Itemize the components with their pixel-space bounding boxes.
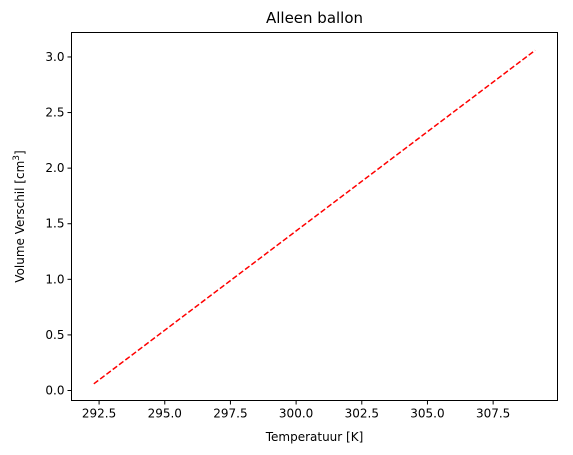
y-axis-label-end: ] — [13, 150, 27, 155]
chart-title: Alleen ballon — [266, 9, 363, 27]
x-tick-label: 305.0 — [410, 407, 444, 421]
y-tick-label: 0.0 — [45, 383, 64, 397]
y-tick-label: 2.0 — [45, 161, 64, 175]
axes-frame — [71, 32, 558, 401]
y-tick-label: 0.5 — [45, 328, 64, 342]
x-axis-ticks: 292.5 295.0 297.5 300.0 302.5 305.0 307.5 — [82, 400, 510, 421]
y-tick-label: 2.5 — [45, 106, 64, 120]
x-tick-label: 302.5 — [345, 407, 379, 421]
x-tick-label: 292.5 — [82, 407, 116, 421]
y-axis-label-main: Volume Verschil [cm — [13, 161, 27, 283]
y-tick-label: 1.0 — [45, 272, 64, 286]
y-axis-label: Volume Verschil [cm3] — [12, 150, 27, 282]
y-axis-label-superscript: 3 — [12, 155, 22, 161]
series-line — [93, 49, 536, 385]
plot-content — [93, 49, 536, 385]
x-axis-label: Temperatuur [K] — [265, 430, 364, 444]
y-tick-label: 1.5 — [45, 217, 64, 231]
y-axis-ticks: 0.0 0.5 1.0 1.5 2.0 2.5 3.0 — [45, 50, 72, 397]
y-tick-label: 3.0 — [45, 50, 64, 64]
x-tick-label: 295.0 — [148, 407, 182, 421]
x-tick-label: 307.5 — [476, 407, 510, 421]
x-tick-label: 297.5 — [213, 407, 247, 421]
x-tick-label: 300.0 — [279, 407, 313, 421]
